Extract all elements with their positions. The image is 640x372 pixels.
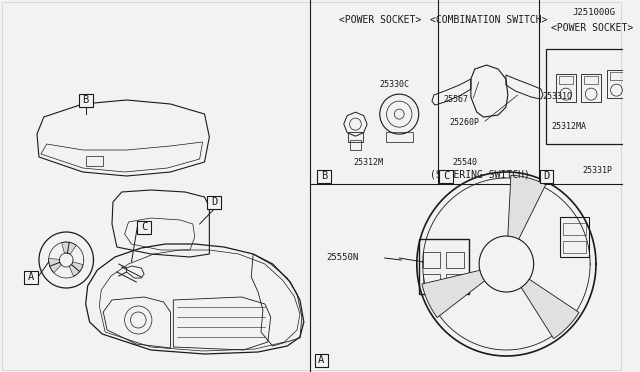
Polygon shape	[422, 270, 484, 318]
Text: C: C	[443, 171, 449, 181]
Bar	[24, 270, 38, 283]
Polygon shape	[69, 262, 83, 276]
Text: 25330C: 25330C	[380, 80, 410, 89]
Text: B: B	[83, 95, 89, 105]
Text: <COMBINATION SWITCH>: <COMBINATION SWITCH>	[429, 15, 547, 25]
Bar	[556, 74, 575, 102]
Bar	[314, 353, 328, 366]
Text: 25331Q: 25331Q	[543, 92, 572, 101]
Bar	[79, 93, 93, 106]
Bar	[581, 74, 601, 102]
Bar	[207, 196, 221, 208]
Bar	[317, 170, 331, 183]
Text: D: D	[211, 197, 218, 207]
Bar	[439, 170, 453, 183]
Bar	[560, 217, 589, 257]
Text: 25312M: 25312M	[353, 158, 383, 167]
Bar	[422, 274, 440, 290]
Text: C: C	[141, 222, 147, 232]
Text: <POWER SOCKET>: <POWER SOCKET>	[339, 15, 421, 25]
Bar	[446, 252, 463, 268]
Text: 25550N: 25550N	[326, 253, 358, 262]
Bar	[422, 252, 440, 268]
Text: 25260P: 25260P	[450, 118, 480, 126]
Bar	[386, 132, 413, 142]
Text: 25540: 25540	[453, 158, 478, 167]
Bar	[584, 76, 598, 84]
Text: 25312MA: 25312MA	[551, 122, 586, 131]
Bar	[607, 70, 626, 98]
Text: A: A	[28, 272, 35, 282]
Bar	[559, 76, 573, 84]
Bar	[563, 223, 586, 235]
Polygon shape	[508, 175, 546, 239]
Text: D: D	[543, 171, 550, 181]
Text: 25567: 25567	[443, 94, 468, 104]
Bar	[610, 72, 623, 80]
Bar	[348, 132, 364, 142]
Polygon shape	[61, 242, 76, 254]
Bar	[138, 221, 151, 234]
Bar	[419, 239, 469, 294]
Text: A: A	[318, 355, 324, 365]
Bar	[563, 241, 586, 253]
Bar	[540, 170, 553, 183]
Text: (STEERING SWITCH): (STEERING SWITCH)	[430, 169, 530, 179]
Text: 25331P: 25331P	[582, 166, 612, 174]
Bar	[349, 140, 362, 150]
Polygon shape	[49, 259, 61, 273]
Text: <POWER SOCKET>: <POWER SOCKET>	[552, 23, 634, 33]
Bar	[86, 156, 103, 166]
Text: J251000G: J251000G	[572, 7, 616, 16]
Text: B: B	[321, 171, 328, 181]
Polygon shape	[521, 279, 579, 339]
Bar	[446, 274, 463, 290]
Bar	[547, 49, 639, 144]
